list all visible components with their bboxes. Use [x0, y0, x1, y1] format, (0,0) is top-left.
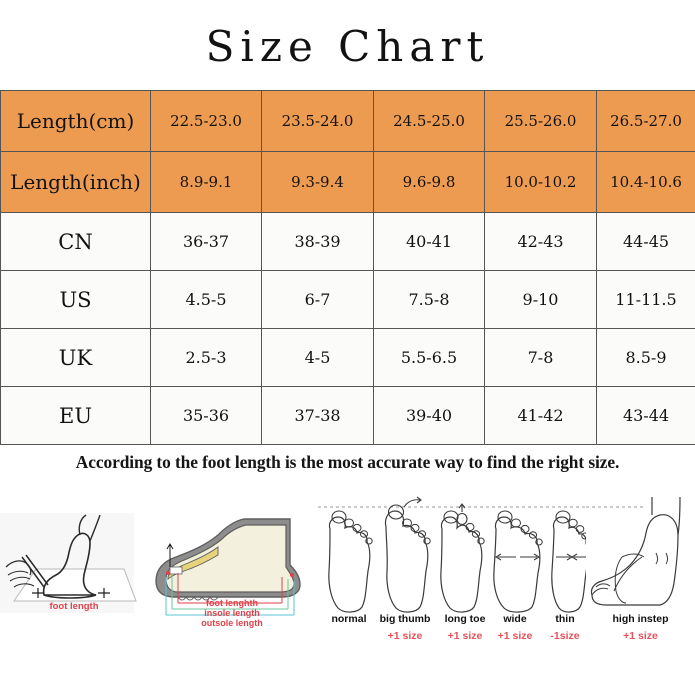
high-instep-label: high instep: [612, 613, 669, 625]
table-cell: 41-42: [484, 386, 597, 445]
table-cell: 9.6-9.8: [373, 151, 485, 213]
table-cell: 8.9-9.1: [150, 151, 262, 213]
table-cell: 11-11.5: [596, 270, 695, 329]
table-cell: 42-43: [484, 212, 597, 271]
table-cell: 4-5: [261, 328, 374, 387]
shoe-label-outsole-length: outsole length: [201, 618, 263, 628]
table-cell: 4.5-5: [150, 270, 262, 329]
high-instep-adjust: +1 size: [623, 630, 658, 642]
shoe-label-foot-length: foot lenghth: [206, 598, 258, 608]
size-chart-table: Length(cm) 22.5-23.0 23.5-24.0 24.5-25.0…: [0, 90, 695, 445]
table-cell: 26.5-27.0: [596, 90, 695, 152]
foot-shape-adjust-long-toe: +1 size: [447, 630, 483, 642]
instruction-caption: According to the foot length is the most…: [75, 452, 620, 472]
table-cell: 8.5-9: [596, 328, 695, 387]
row-label: UK: [0, 328, 151, 387]
table-cell: 9.3-9.4: [261, 151, 374, 213]
foot-shape-diagrams: normal big thumb long toe wide thin +1 s…: [318, 495, 586, 645]
table-cell: 7.5-8: [373, 270, 485, 329]
foot-shape-label-thin: thin: [555, 613, 575, 625]
table-cell: 43-44: [596, 386, 695, 445]
high-instep-diagram: high instep +1 size: [586, 495, 695, 645]
table-cell: 10.0-10.2: [484, 151, 597, 213]
foot-shape-adjust-wide: +1 size: [497, 630, 533, 642]
foot-shape-long-toe: [440, 503, 485, 613]
foot-shape-label-wide: wide: [503, 613, 527, 625]
row-label: EU: [0, 386, 151, 445]
foot-shape-adjust-thin: -1size: [550, 630, 580, 642]
row-label: CN: [0, 212, 151, 271]
foot-shape-normal: [328, 510, 373, 613]
foot-shape-adjust-big-thumb: +1 size: [387, 630, 423, 642]
illustration-strip: foot length: [0, 495, 695, 677]
table-row: UK 2.5-3 4-5 5.5-6.5 7-8 8.5-9: [0, 328, 695, 387]
foot-shape-big-thumb: [384, 496, 431, 613]
foot-measuring-diagram: foot length: [0, 513, 148, 613]
table-row: CN 36-37 38-39 40-41 42-43 44-45: [0, 212, 695, 271]
foot-shape-wide: [493, 510, 543, 613]
table-cell: 5.5-6.5: [373, 328, 485, 387]
table-cell: 10.4-10.6: [596, 151, 695, 213]
table-row: Length(inch) 8.9-9.1 9.3-9.4 9.6-9.8 10.…: [0, 151, 695, 213]
table-cell: 6-7: [261, 270, 374, 329]
table-cell: 24.5-25.0: [373, 90, 485, 152]
row-label: Length(inch): [0, 151, 151, 213]
table-cell: 35-36: [150, 386, 262, 445]
foot-length-label: foot length: [49, 601, 98, 612]
foot-shape-label-big-thumb: big thumb: [379, 613, 431, 625]
table-row: US 4.5-5 6-7 7.5-8 9-10 11-11.5: [0, 270, 695, 329]
table-cell: 38-39: [261, 212, 374, 271]
foot-shape-label-normal: normal: [331, 613, 367, 625]
table-cell: 25.5-26.0: [484, 90, 597, 152]
table-cell: 36-37: [150, 212, 262, 271]
page-title: Size Chart: [205, 22, 490, 71]
table-cell: 44-45: [596, 212, 695, 271]
shoe-cross-section-diagram: foot lenghth insole length outsole lengt…: [148, 505, 316, 635]
foot-shape-thin: [551, 510, 586, 613]
table-row: EU 35-36 37-38 39-40 41-42 43-44: [0, 386, 695, 445]
table-cell: 40-41: [373, 212, 485, 271]
table-cell: 37-38: [261, 386, 374, 445]
table-cell: 39-40: [373, 386, 485, 445]
table-cell: 22.5-23.0: [150, 90, 262, 152]
table-row: Length(cm) 22.5-23.0 23.5-24.0 24.5-25.0…: [0, 90, 695, 152]
table-cell: 7-8: [484, 328, 597, 387]
foot-shape-label-long-toe: long toe: [444, 613, 486, 625]
row-label: Length(cm): [0, 90, 151, 152]
shoe-label-insole-length: insole length: [204, 608, 260, 618]
table-cell: 23.5-24.0: [261, 90, 374, 152]
table-cell: 9-10: [484, 270, 597, 329]
row-label: US: [0, 270, 151, 329]
table-cell: 2.5-3: [150, 328, 262, 387]
